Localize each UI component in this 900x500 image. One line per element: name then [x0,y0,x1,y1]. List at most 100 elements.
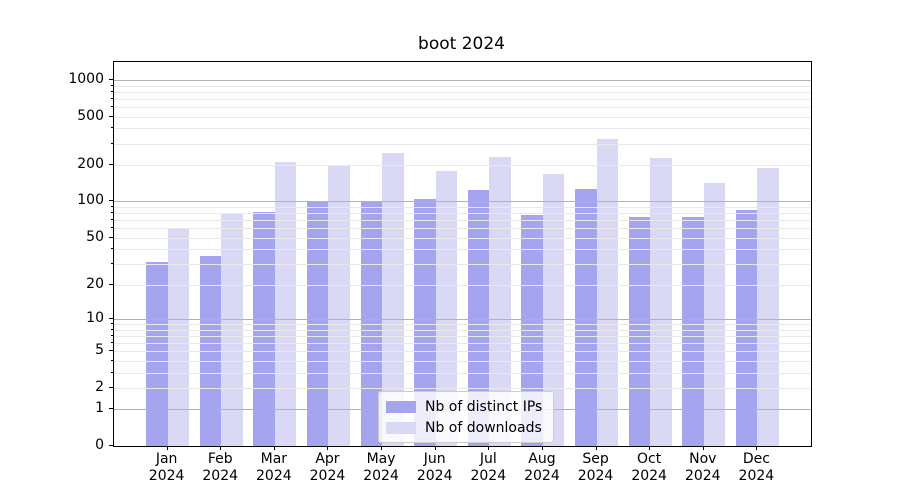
x-axis-tick-label-year: 2024 [524,468,560,484]
minor-gridline [114,220,811,222]
bar-distinct-ips [575,189,597,446]
x-axis-tick-label: Sep 2024 [564,451,628,485]
x-axis-tick-mark [595,446,597,450]
bar-downloads [167,228,190,446]
minor-gridline [114,324,811,325]
y-axis-minor-tick-mark [111,105,113,107]
legend-item-distinct-ips: Nb of distinct IPs [386,397,542,416]
x-axis-tick-label: Dec 2024 [724,451,788,485]
minor-gridline [114,387,811,389]
y-axis-tick-label: 10 [86,309,104,326]
minor-gridline [114,85,811,87]
bar-distinct-ips [414,198,436,446]
x-axis-tick-mark [702,446,704,450]
y-axis-minor-tick-mark [111,142,113,144]
x-axis-tick-label-year: 2024 [148,468,185,484]
minor-gridline [114,284,811,286]
bar-distinct-ips [628,217,651,446]
y-axis-minor-tick-mark [111,236,113,238]
minor-gridline [114,116,811,118]
y-axis-minor-tick-mark [111,328,113,330]
bar-downloads [489,157,511,446]
y-axis-minor-tick-mark [111,341,113,343]
bar-distinct-ips [467,190,490,446]
x-axis-tick-mark [649,446,651,450]
major-gridline [114,201,811,203]
legend-swatch-downloads [386,421,416,434]
y-axis-tick-label: 20 [86,275,104,292]
x-axis-tick-label: Jan 2024 [135,451,199,485]
x-axis-tick-label-year: 2024 [470,468,507,484]
y-axis-minor-tick-mark [111,164,113,165]
bar-downloads [757,168,779,446]
chart-title: boot 2024 [418,34,505,54]
y-axis-minor-tick-mark [111,334,113,336]
minor-gridline [114,335,811,337]
minor-gridline [114,237,811,239]
x-axis-tick-label-year: 2024 [577,468,614,484]
minor-gridline [114,329,811,331]
bar-downloads [435,171,458,446]
x-axis-tick-label: May 2024 [349,451,413,485]
x-axis-tick-label-year: 2024 [309,468,346,484]
y-axis-tick-label: 200 [77,156,104,172]
minor-gridline [114,342,811,344]
x-axis-tick-mark [220,446,222,450]
y-axis-minor-tick-mark [111,263,113,265]
y-axis-minor-tick-mark [111,248,113,250]
minor-gridline [114,351,811,353]
minor-gridline [114,249,811,251]
y-axis-minor-tick-mark [111,371,113,373]
minor-gridline [114,165,811,166]
minor-gridline [114,228,811,230]
x-axis-tick-mark [166,446,168,450]
minor-gridline [114,372,811,374]
bar-distinct-ips [360,201,383,446]
x-axis-tick-label: Aug 2024 [510,451,574,485]
minor-gridline [114,206,811,208]
x-axis-tick-label: Oct 2024 [617,451,681,485]
x-axis-tick-label-year: 2024 [631,468,667,484]
bar-downloads [328,165,350,446]
x-axis-tick-mark [488,446,490,450]
bar-distinct-ips [146,262,168,446]
y-axis-minor-tick-mark [111,84,113,86]
legend-label: Nb of downloads [425,419,542,436]
y-axis-minor-tick-mark [111,227,113,229]
y-axis-tick-label: 5 [95,342,104,359]
y-axis-tick-mark [109,408,113,410]
x-axis-tick-mark [541,446,543,450]
y-axis-minor-tick-mark [111,115,113,117]
x-axis-tick-label: Nov 2024 [671,451,735,485]
x-axis-tick-label-year: 2024 [738,468,775,484]
y-axis-tick-mark [109,78,113,80]
bar-downloads [542,173,565,446]
plot-area [113,61,812,447]
y-axis-minor-tick-mark [111,212,113,214]
legend-item-downloads: Nb of downloads [386,418,542,437]
minor-gridline [114,143,811,145]
y-axis-tick-label: 2 [95,378,104,395]
y-axis-tick-mark [109,317,113,319]
x-axis-tick-label: Jul 2024 [456,451,520,485]
y-axis-minor-tick-mark [111,350,113,352]
legend: Nb of distinct IPs Nb of downloads [378,391,555,443]
bar-distinct-ips [253,211,275,446]
y-axis-tick-label: 50 [86,228,104,245]
x-axis-tick-mark [381,446,383,450]
legend-swatch-distinct-ips [386,400,416,413]
y-axis-minor-tick-mark [111,386,113,388]
y-axis-tick-label: 500 [77,107,104,124]
x-axis-tick-mark [273,446,275,450]
y-axis-minor-tick-mark [111,127,113,129]
y-axis-minor-tick-mark [111,283,113,285]
bar-downloads [650,158,672,446]
bar-distinct-ips [682,217,704,446]
y-axis-tick-mark [109,200,113,202]
y-axis-minor-tick-mark [111,323,113,324]
bar-downloads [703,183,726,446]
x-axis-tick-label-year: 2024 [363,468,399,484]
major-gridline [114,318,811,320]
y-axis-minor-tick-mark [111,205,113,207]
